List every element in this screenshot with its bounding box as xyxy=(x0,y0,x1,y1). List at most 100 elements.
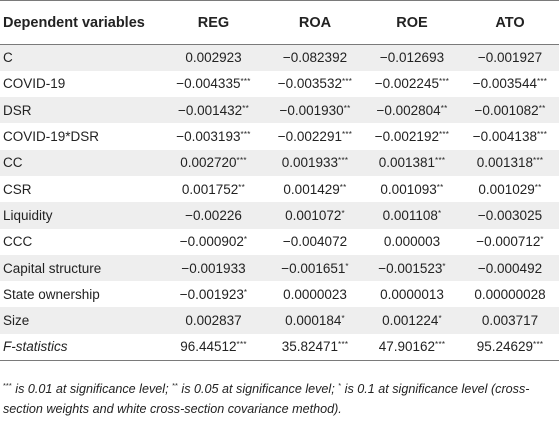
table-cell: 0.0000013 xyxy=(363,281,461,307)
significance-stars: * xyxy=(438,314,442,324)
table-cell: 0.001752** xyxy=(160,176,267,202)
cell-value: −0.004335 xyxy=(176,76,241,92)
table-cell: −0.012693 xyxy=(363,45,461,71)
header-dependent-variables: Dependent variables xyxy=(3,14,145,31)
table-cell: −0.002245*** xyxy=(363,71,461,97)
cell-value: −0.000712 xyxy=(476,234,541,250)
significance-stars: *** xyxy=(338,156,349,166)
cell-value: 96.44512 xyxy=(180,339,237,355)
cell-value: −0.001523 xyxy=(378,260,443,276)
row-label: F-statistics xyxy=(3,339,68,355)
row-label: CC xyxy=(3,155,23,171)
table-row: CSR 0.001752** 0.001429** 0.001093** 0.00102… xyxy=(0,176,559,202)
cell-value: −0.004072 xyxy=(282,234,348,250)
row-label: COVID-19*DSR xyxy=(3,129,100,145)
significance-stars: ** xyxy=(242,103,250,113)
footnote-text: is 0.05 at significance level; xyxy=(177,382,339,396)
cell-value: −0.002192 xyxy=(374,129,439,145)
table-cell: −0.002291*** xyxy=(267,123,363,149)
table-cell: −0.001651* xyxy=(267,255,363,281)
table-footnote: *** is 0.01 at significance level; ** is… xyxy=(3,376,556,419)
significance-stars: ** xyxy=(534,182,542,192)
header-reg: REG xyxy=(197,14,230,31)
cell-value: 0.001381 xyxy=(378,155,436,171)
significance-stars: *** xyxy=(338,340,349,350)
cell-value: −0.001933 xyxy=(181,260,246,276)
significance-stars: * xyxy=(243,235,248,245)
significance-stars: *** xyxy=(435,340,446,350)
significance-stars: ** xyxy=(343,103,351,113)
table-cell: 0.001108* xyxy=(363,202,461,228)
cell-value: −0.001930 xyxy=(279,102,344,118)
table-cell: 0.000003 xyxy=(363,229,461,255)
significance-stars: *** xyxy=(341,130,353,140)
cell-value: −0.004138 xyxy=(472,129,537,145)
table-cell: 0.002837 xyxy=(160,307,267,333)
significance-stars: * xyxy=(437,208,442,218)
cell-value: −0.002804 xyxy=(376,102,441,118)
table-cell: 0.002720*** xyxy=(160,150,267,176)
table-cell: −0.001082** xyxy=(461,97,559,123)
table-cell: −0.004138*** xyxy=(461,123,559,149)
cell-value: −0.003532 xyxy=(277,76,342,92)
row-label: COVID-19 xyxy=(3,76,66,92)
cell-value: −0.012693 xyxy=(379,50,445,66)
table-cell: 0.001429** xyxy=(267,176,363,202)
significance-stars: ** xyxy=(538,103,546,113)
cell-value: 0.002837 xyxy=(185,313,242,329)
header-ato: ATO xyxy=(495,14,525,31)
cell-value: −0.003544 xyxy=(472,76,537,92)
table-cell: −0.001930** xyxy=(267,97,363,123)
significance-stars: *** xyxy=(533,340,544,350)
table-row: F-statistics 96.44512*** 35.82471*** 47.901… xyxy=(0,334,559,361)
cell-value: 0.000184 xyxy=(285,313,342,329)
cell-value: −0.001651 xyxy=(281,260,346,276)
cell-value: 0.001429 xyxy=(283,181,340,197)
table-cell: −0.004072 xyxy=(267,229,363,255)
cell-value: −0.002245 xyxy=(374,76,439,92)
cell-value: −0.00226 xyxy=(185,207,242,223)
header-roa: ROA xyxy=(298,14,332,31)
table-row: COVID-19 −0.004335*** −0.003532*** −0.00224… xyxy=(0,71,559,97)
cell-value: 0.001318 xyxy=(476,155,534,171)
significance-stars: *** xyxy=(341,77,353,87)
cell-value: 0.002720 xyxy=(180,155,237,171)
row-label: CCC xyxy=(3,234,33,250)
footnote-stars: *** xyxy=(3,381,12,390)
table-cell: 0.001224* xyxy=(363,307,461,333)
cell-value: 95.24629 xyxy=(476,339,534,355)
cell-value: −0.001082 xyxy=(474,102,539,118)
table-row: Size 0.002837 0.000184* 0.001224* 0.003717 xyxy=(0,307,559,334)
table-cell: −0.001927 xyxy=(461,45,559,71)
table-cell: −0.002192*** xyxy=(363,123,461,149)
table-cell: 0.001093** xyxy=(363,176,461,202)
significance-stars: *** xyxy=(533,156,544,166)
table-row: C 0.002923 −0.082392 −0.012693 −0.001927 xyxy=(0,44,559,71)
cell-value: 0.0000023 xyxy=(283,286,347,302)
footnote-stars: * xyxy=(338,381,342,390)
cell-value: 0.001224 xyxy=(382,313,439,329)
table-cell: 0.001072* xyxy=(267,202,363,228)
significance-stars: ** xyxy=(440,103,448,113)
table-cell: 0.0000023 xyxy=(267,281,363,307)
significance-stars: *** xyxy=(536,130,548,140)
footnote-text: is 0.1 at significance level (cross-sect… xyxy=(3,382,530,416)
cell-value: 0.003717 xyxy=(481,313,539,329)
table-cell: 0.001381*** xyxy=(363,150,461,176)
row-label: State ownership xyxy=(3,286,100,302)
row-label: C xyxy=(3,50,13,66)
significance-stars: * xyxy=(341,208,345,218)
header-roe: ROE xyxy=(396,14,428,31)
table-cell: −0.002804** xyxy=(363,97,461,123)
table-header-row: Dependent variables REG ROA ROE ATO xyxy=(0,0,559,45)
significance-stars: * xyxy=(341,314,345,324)
significance-stars: ** xyxy=(238,182,246,192)
cell-value: −0.082392 xyxy=(282,50,348,66)
significance-stars: ** xyxy=(436,182,444,192)
cell-value: 0.00000028 xyxy=(474,286,546,302)
cell-value: 0.002923 xyxy=(185,50,242,66)
cell-value: 0.001093 xyxy=(380,181,437,197)
table-cell: 0.002923 xyxy=(160,45,267,71)
table-cell: 0.001029** xyxy=(461,176,559,202)
cell-value: 0.001752 xyxy=(181,181,239,197)
